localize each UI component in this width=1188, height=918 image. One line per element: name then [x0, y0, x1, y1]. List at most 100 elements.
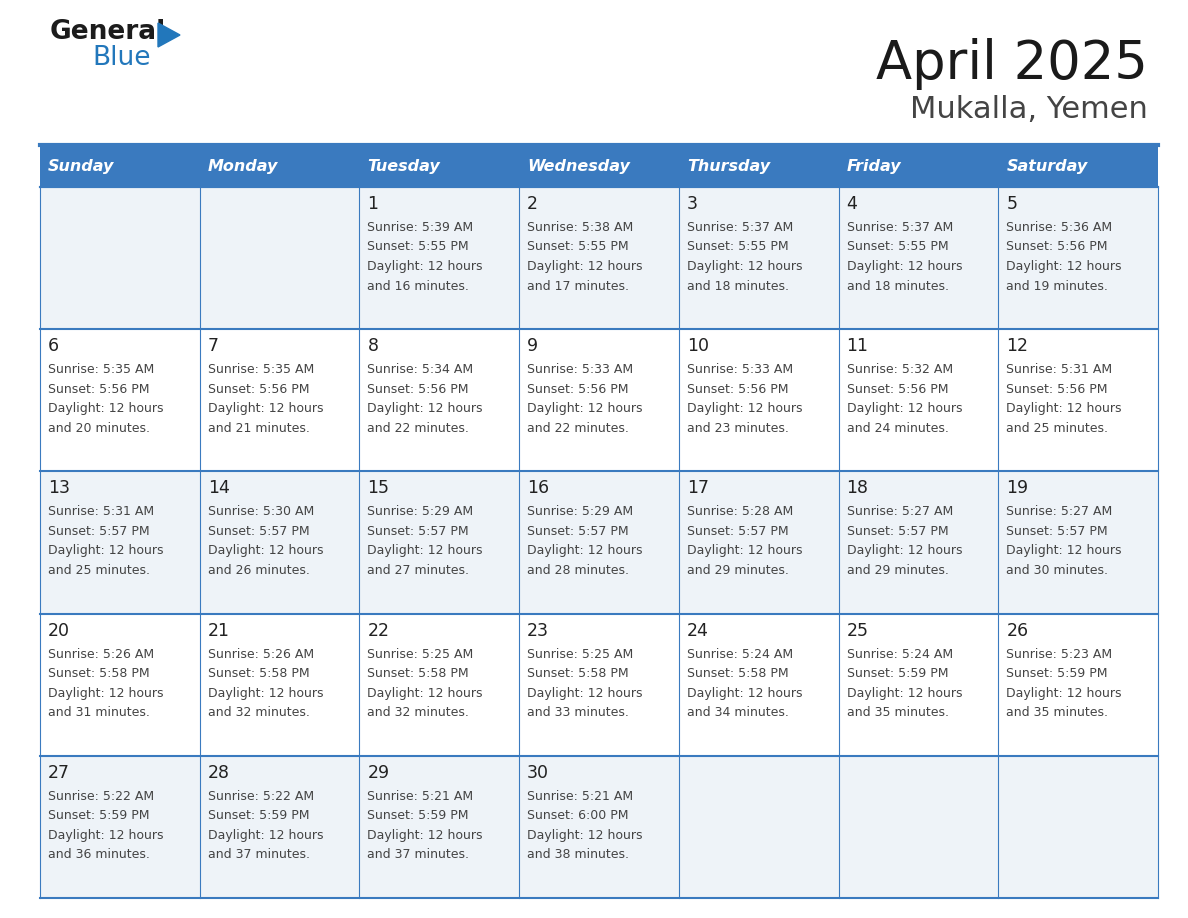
Text: Sunset: 5:56 PM: Sunset: 5:56 PM: [687, 383, 789, 396]
Text: and 37 minutes.: and 37 minutes.: [367, 848, 469, 861]
Text: and 36 minutes.: and 36 minutes.: [48, 848, 150, 861]
Text: Sunset: 5:56 PM: Sunset: 5:56 PM: [208, 383, 309, 396]
Text: and 17 minutes.: and 17 minutes.: [527, 279, 630, 293]
Text: Saturday: Saturday: [1006, 159, 1087, 174]
Text: Sunrise: 5:22 AM: Sunrise: 5:22 AM: [208, 789, 314, 803]
Bar: [519, 330, 678, 472]
Bar: [40, 187, 200, 330]
Text: 28: 28: [208, 764, 229, 782]
Text: Sunrise: 5:27 AM: Sunrise: 5:27 AM: [1006, 506, 1112, 519]
Text: Sunrise: 5:30 AM: Sunrise: 5:30 AM: [208, 506, 314, 519]
Text: Friday: Friday: [847, 159, 902, 174]
Bar: [360, 756, 519, 898]
Text: Sunrise: 5:39 AM: Sunrise: 5:39 AM: [367, 221, 474, 234]
Text: Sunset: 5:58 PM: Sunset: 5:58 PM: [367, 667, 469, 680]
Text: Daylight: 12 hours: Daylight: 12 hours: [527, 687, 643, 700]
Bar: [200, 756, 360, 898]
Bar: [360, 187, 519, 330]
Bar: [519, 472, 678, 613]
Text: 18: 18: [847, 479, 868, 498]
Text: and 31 minutes.: and 31 minutes.: [48, 706, 150, 719]
Text: Sunrise: 5:32 AM: Sunrise: 5:32 AM: [847, 364, 953, 376]
Text: 12: 12: [1006, 337, 1029, 355]
Text: 1: 1: [367, 195, 379, 213]
Bar: [678, 187, 839, 330]
Text: 4: 4: [847, 195, 858, 213]
Text: Daylight: 12 hours: Daylight: 12 hours: [527, 260, 643, 273]
Bar: [998, 613, 1158, 756]
Bar: [519, 145, 678, 187]
Text: Daylight: 12 hours: Daylight: 12 hours: [48, 544, 164, 557]
Text: Sunset: 5:59 PM: Sunset: 5:59 PM: [48, 810, 150, 823]
Text: Sunset: 5:56 PM: Sunset: 5:56 PM: [48, 383, 150, 396]
Text: Sunset: 5:55 PM: Sunset: 5:55 PM: [367, 241, 469, 253]
Text: Daylight: 12 hours: Daylight: 12 hours: [367, 402, 484, 415]
Text: Daylight: 12 hours: Daylight: 12 hours: [687, 402, 802, 415]
Text: Daylight: 12 hours: Daylight: 12 hours: [48, 402, 164, 415]
Text: and 29 minutes.: and 29 minutes.: [687, 564, 789, 577]
Text: 27: 27: [48, 764, 70, 782]
Text: Sunrise: 5:31 AM: Sunrise: 5:31 AM: [48, 506, 154, 519]
Text: 3: 3: [687, 195, 697, 213]
Text: Thursday: Thursday: [687, 159, 770, 174]
Text: 22: 22: [367, 621, 390, 640]
Bar: [839, 145, 998, 187]
Text: 19: 19: [1006, 479, 1029, 498]
Text: Sunset: 5:56 PM: Sunset: 5:56 PM: [847, 383, 948, 396]
Text: 14: 14: [208, 479, 229, 498]
Text: Daylight: 12 hours: Daylight: 12 hours: [367, 829, 484, 842]
Text: and 22 minutes.: and 22 minutes.: [527, 421, 628, 435]
Bar: [998, 187, 1158, 330]
Text: and 29 minutes.: and 29 minutes.: [847, 564, 948, 577]
Text: Sunrise: 5:38 AM: Sunrise: 5:38 AM: [527, 221, 633, 234]
Text: and 30 minutes.: and 30 minutes.: [1006, 564, 1108, 577]
Text: 2: 2: [527, 195, 538, 213]
Text: Sunset: 5:58 PM: Sunset: 5:58 PM: [527, 667, 628, 680]
Text: Daylight: 12 hours: Daylight: 12 hours: [208, 402, 323, 415]
Text: Sunset: 5:59 PM: Sunset: 5:59 PM: [208, 810, 309, 823]
Text: and 38 minutes.: and 38 minutes.: [527, 848, 630, 861]
Bar: [839, 330, 998, 472]
Bar: [200, 613, 360, 756]
Text: Sunrise: 5:36 AM: Sunrise: 5:36 AM: [1006, 221, 1112, 234]
Text: Sunset: 5:57 PM: Sunset: 5:57 PM: [687, 525, 789, 538]
Text: Sunset: 6:00 PM: Sunset: 6:00 PM: [527, 810, 628, 823]
Text: 15: 15: [367, 479, 390, 498]
Text: Daylight: 12 hours: Daylight: 12 hours: [1006, 544, 1121, 557]
Text: Daylight: 12 hours: Daylight: 12 hours: [847, 260, 962, 273]
Text: Sunrise: 5:33 AM: Sunrise: 5:33 AM: [687, 364, 792, 376]
Text: and 34 minutes.: and 34 minutes.: [687, 706, 789, 719]
Polygon shape: [158, 23, 181, 47]
Text: Sunrise: 5:35 AM: Sunrise: 5:35 AM: [48, 364, 154, 376]
Text: and 16 minutes.: and 16 minutes.: [367, 279, 469, 293]
Text: 26: 26: [1006, 621, 1029, 640]
Bar: [200, 330, 360, 472]
Text: Sunrise: 5:24 AM: Sunrise: 5:24 AM: [687, 647, 792, 661]
Text: 5: 5: [1006, 195, 1017, 213]
Text: Wednesday: Wednesday: [527, 159, 630, 174]
Bar: [998, 145, 1158, 187]
Bar: [40, 613, 200, 756]
Text: Sunset: 5:57 PM: Sunset: 5:57 PM: [1006, 525, 1108, 538]
Text: 23: 23: [527, 621, 549, 640]
Text: and 18 minutes.: and 18 minutes.: [847, 279, 948, 293]
Text: Daylight: 12 hours: Daylight: 12 hours: [367, 544, 484, 557]
Bar: [839, 756, 998, 898]
Text: Daylight: 12 hours: Daylight: 12 hours: [847, 402, 962, 415]
Text: Daylight: 12 hours: Daylight: 12 hours: [527, 402, 643, 415]
Text: Sunrise: 5:35 AM: Sunrise: 5:35 AM: [208, 364, 314, 376]
Text: 25: 25: [847, 621, 868, 640]
Bar: [200, 187, 360, 330]
Text: 8: 8: [367, 337, 379, 355]
Text: 30: 30: [527, 764, 549, 782]
Bar: [678, 472, 839, 613]
Bar: [678, 613, 839, 756]
Bar: [839, 472, 998, 613]
Text: Sunset: 5:58 PM: Sunset: 5:58 PM: [48, 667, 150, 680]
Text: Sunset: 5:57 PM: Sunset: 5:57 PM: [847, 525, 948, 538]
Text: Sunrise: 5:28 AM: Sunrise: 5:28 AM: [687, 506, 794, 519]
Text: and 26 minutes.: and 26 minutes.: [208, 564, 310, 577]
Bar: [360, 472, 519, 613]
Text: and 32 minutes.: and 32 minutes.: [367, 706, 469, 719]
Text: Sunrise: 5:27 AM: Sunrise: 5:27 AM: [847, 506, 953, 519]
